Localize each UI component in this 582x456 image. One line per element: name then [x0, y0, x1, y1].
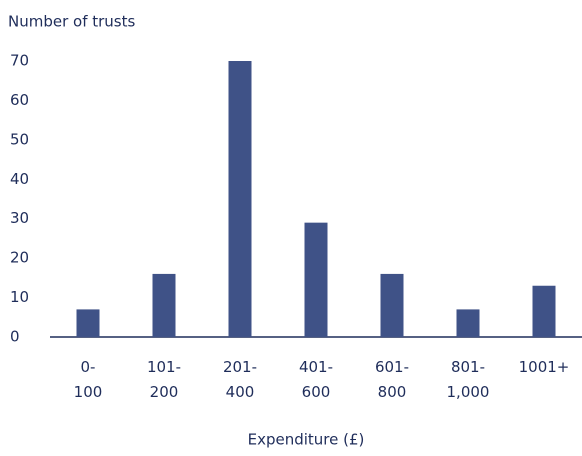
- bar: [228, 61, 252, 337]
- bar: [380, 273, 404, 337]
- bar: [456, 309, 480, 337]
- y-tick-label: 10: [10, 288, 29, 306]
- bar: [532, 285, 556, 337]
- y-axis-title: Number of trusts: [8, 13, 136, 31]
- y-tick-label: 0: [10, 328, 20, 346]
- y-tick-label: 20: [10, 249, 29, 267]
- bar: [76, 309, 100, 337]
- x-tick-label: 101- 200: [146, 358, 182, 401]
- y-tick-label: 60: [10, 91, 29, 109]
- y-tick-label: 30: [10, 209, 29, 227]
- x-tick-label: 801- 1,000: [446, 358, 490, 401]
- y-tick-label: 50: [10, 130, 29, 148]
- x-tick-label: 0- 100: [73, 358, 103, 401]
- y-tick-label: 40: [10, 170, 29, 188]
- y-tick-label: 70: [10, 52, 29, 70]
- x-tick-label: 201- 400: [222, 358, 258, 401]
- x-tick-label: 401- 600: [298, 358, 334, 401]
- bar: [152, 273, 176, 337]
- x-tick-label: 1001+: [518, 358, 570, 376]
- x-axis-title: Expenditure (£): [248, 431, 365, 449]
- bar: [304, 222, 328, 337]
- x-tick-label: 601- 800: [374, 358, 410, 401]
